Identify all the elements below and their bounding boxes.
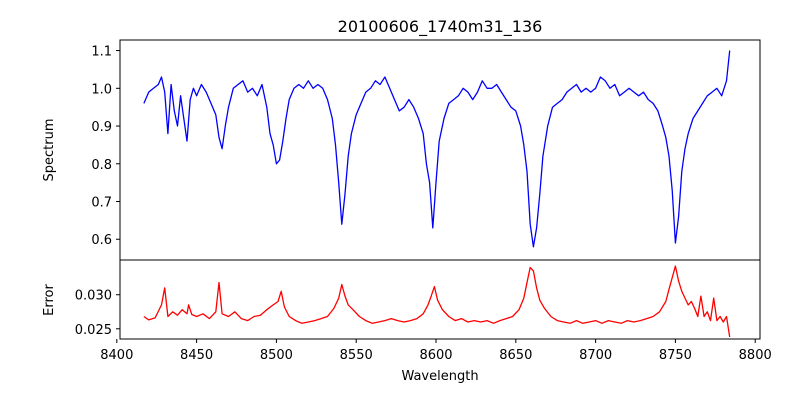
spectrum-y-tick-label: 1.1	[91, 45, 112, 60]
spectrum-y-ticks: 0.6 0.7 0.8 0.9 1.0 1.1	[91, 45, 120, 248]
error-y-tick-label: 0.030	[75, 289, 112, 304]
x-tick-label: 8800	[739, 348, 772, 363]
spectrum-line	[143, 50, 731, 248]
spectrum-panel: 0.6 0.7 0.8 0.9 1.0 1.1 Spectrum	[42, 39, 761, 261]
spectrum-y-tick-label: 0.8	[91, 158, 112, 173]
error-y-tick-label: 0.025	[75, 323, 112, 338]
x-tick-label: 8400	[100, 348, 133, 363]
spectrum-y-axis-label: Spectrum	[42, 119, 57, 182]
x-tick-label: 8550	[340, 348, 373, 363]
x-tick-label: 8450	[180, 348, 213, 363]
error-y-axis-label: Error	[42, 284, 57, 316]
x-tick-label: 8650	[499, 348, 532, 363]
x-axis-label: Wavelength	[401, 369, 478, 384]
spectrum-y-tick-label: 0.7	[91, 196, 112, 211]
spectrum-y-tick-label: 1.0	[91, 82, 112, 97]
x-tick-label: 8750	[659, 348, 692, 363]
chart-title: 20100606_1740m31_136	[338, 17, 543, 37]
spectrum-y-tick-label: 0.9	[91, 120, 112, 135]
x-tick-label: 8600	[419, 348, 452, 363]
error-x-ticks: 8400 8450 8500 8550 8600 8650 8700 8750 8800	[100, 339, 772, 363]
spectrum-y-tick-label: 0.6	[91, 233, 112, 248]
x-tick-label: 8500	[260, 348, 293, 363]
error-y-ticks: 0.025 0.030	[75, 289, 120, 338]
x-tick-label: 8700	[579, 348, 612, 363]
error-axes-frame	[119, 259, 761, 340]
error-line	[143, 265, 731, 338]
